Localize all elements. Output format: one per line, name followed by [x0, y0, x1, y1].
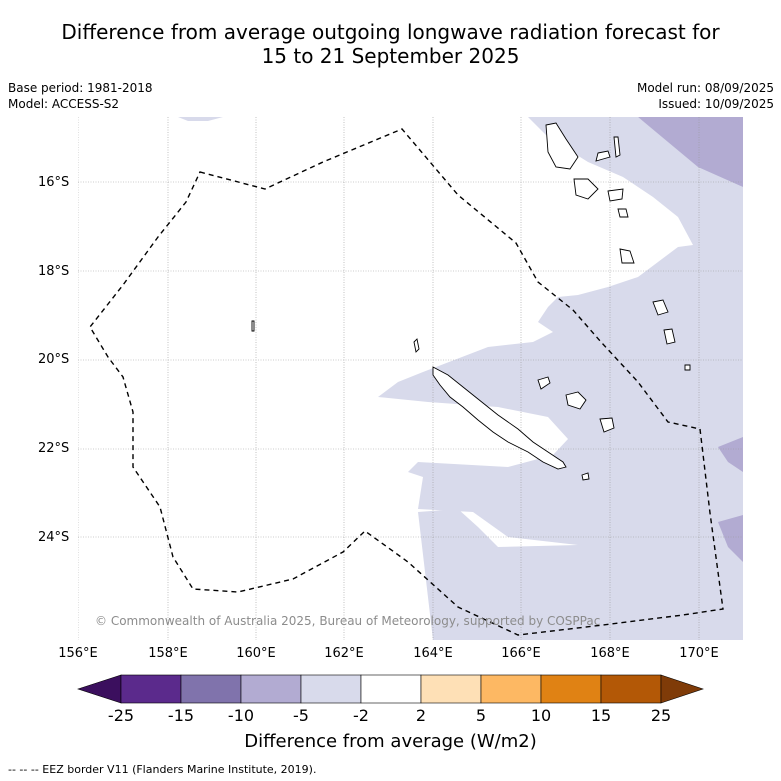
lat-label-18s: 18°S	[38, 264, 70, 279]
small-islands	[251, 122, 691, 481]
colorbar-tick: 10	[530, 706, 552, 725]
colorbar-extend-low	[77, 674, 122, 704]
map-svg	[78, 117, 743, 640]
lon-label-160e: 160°E	[236, 646, 276, 661]
meta-left: Base period: 1981-2018 Model: ACCESS-S2	[8, 80, 153, 112]
lon-label-164e: 164°E	[413, 646, 453, 661]
colorbar-segment-5	[360, 674, 422, 704]
eez-border	[89, 128, 724, 636]
colorbar-tick: 2	[415, 706, 427, 725]
anomaly-region-top	[178, 117, 223, 121]
colorbar-segment-8	[540, 674, 602, 704]
anomaly-region-darker-ne	[638, 117, 743, 187]
colorbar-segment-2	[180, 674, 242, 704]
colorbar-tick: -2	[353, 706, 369, 725]
colorbar-tick: -25	[107, 706, 135, 725]
lat-label-22s: 22°S	[38, 441, 70, 456]
model-run: Model run: 08/09/2025	[636, 81, 774, 95]
colorbar-segment-4	[300, 674, 362, 704]
new-caledonia-island	[432, 366, 567, 470]
lat-label-16s: 16°S	[38, 175, 70, 190]
lon-label-166e: 166°E	[501, 646, 541, 661]
colorbar-tick: 15	[590, 706, 612, 725]
copyright-notice: © Commonwealth of Australia 2025, Bureau…	[95, 614, 601, 628]
lat-label-24s: 24°S	[38, 530, 70, 545]
colorbar-segment-7	[480, 674, 542, 704]
lon-label-158e: 158°E	[148, 646, 188, 661]
colorbar-label: Difference from average (W/m2)	[244, 731, 537, 752]
meta-right: Model run: 08/09/2025 Issued: 10/09/2025	[637, 80, 774, 112]
colorbar-tick: 5	[475, 706, 487, 725]
gridlines	[78, 117, 743, 640]
lon-label-170e: 170°E	[679, 646, 719, 661]
model-name: Model: ACCESS-S2	[8, 97, 120, 111]
eez-legend: -- -- -- EEZ border V11 (Flanders Marine…	[8, 763, 317, 776]
lon-label-162e: 162°E	[324, 646, 364, 661]
colorbar-segment-1	[120, 674, 182, 704]
anomaly-region-light	[378, 117, 743, 640]
title-line-2: 15 to 21 September 2025	[261, 44, 520, 68]
anomaly-region-darker-se	[718, 515, 743, 562]
colorbar-segment-6	[420, 674, 482, 704]
colorbar-tick: -5	[293, 706, 309, 725]
colorbar-tick: 25	[650, 706, 672, 725]
lat-label-20s: 20°S	[38, 352, 70, 367]
title-line-1: Difference from average outgoing longwav…	[61, 20, 720, 44]
colorbar	[77, 674, 704, 704]
issued-date: Issued: 10/09/2025	[658, 97, 774, 111]
base-period: Base period: 1981-2018	[8, 81, 153, 95]
lon-label-168e: 168°E	[590, 646, 630, 661]
colorbar-segment-3	[240, 674, 302, 704]
anomaly-region-darker-e	[718, 437, 743, 472]
colorbar-extend-high	[660, 674, 704, 704]
colorbar-tick: -15	[167, 706, 195, 725]
map-area	[78, 117, 743, 640]
colorbar-segment-9	[600, 674, 662, 704]
lon-label-156e: 156°E	[58, 646, 98, 661]
map-title: Difference from average outgoing longwav…	[0, 20, 781, 68]
colorbar-tick: -10	[227, 706, 255, 725]
